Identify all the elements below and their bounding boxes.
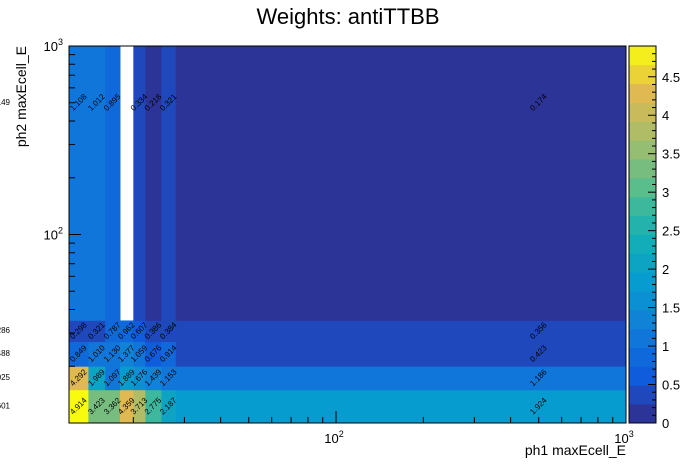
heatmap-cell bbox=[88, 389, 106, 424]
heatmap-cell bbox=[105, 366, 121, 391]
heatmap-cell bbox=[161, 341, 177, 367]
x-axis-label: ph1 maxEcell_E bbox=[525, 442, 626, 458]
colorbar-band bbox=[629, 64, 656, 85]
heatmap-cell bbox=[133, 320, 146, 343]
heatmap-cell bbox=[88, 366, 106, 391]
y-axis-label: ph2 maxEcell_E bbox=[13, 46, 29, 147]
colorbar-band bbox=[629, 347, 656, 367]
colorbar-tick-label: 3 bbox=[662, 185, 669, 200]
colorbar-band bbox=[629, 102, 656, 122]
heatmap-cell bbox=[145, 320, 162, 343]
heatmap-cell bbox=[175, 320, 627, 343]
heatmap-cell bbox=[161, 46, 177, 321]
heatmap-cell bbox=[88, 320, 106, 343]
x-tick-label: 102 bbox=[324, 429, 343, 446]
heatmap-cell bbox=[175, 366, 627, 391]
heatmap-cell bbox=[175, 341, 627, 367]
colorbar-tick-label: 2.5 bbox=[662, 224, 680, 239]
heatmap-cell bbox=[145, 341, 162, 367]
colorbar-band bbox=[629, 46, 656, 66]
heatmap-cell bbox=[105, 46, 121, 321]
chart-title: Weights: antiTTBB bbox=[257, 4, 440, 29]
heatmap-cell bbox=[133, 389, 146, 424]
colorbar-band bbox=[629, 196, 656, 217]
heatmap-cell bbox=[69, 320, 89, 343]
heatmap-cell bbox=[105, 389, 121, 424]
heatmap-cell bbox=[69, 389, 89, 424]
heatmap-cell bbox=[145, 389, 162, 424]
heatmap-cell bbox=[120, 341, 134, 367]
colorbar-band bbox=[629, 83, 656, 103]
heatmap-cell bbox=[88, 341, 106, 367]
colorbar-band bbox=[629, 366, 656, 386]
heatmap-cell bbox=[175, 46, 627, 321]
colorbar-frame bbox=[628, 45, 657, 424]
colorbar-tick-label: 4.5 bbox=[662, 70, 680, 85]
colorbar-tick-label: 1 bbox=[662, 339, 669, 354]
colorbar-band bbox=[629, 291, 656, 311]
colorbar-band bbox=[629, 404, 656, 424]
heatmap-cell bbox=[120, 389, 134, 424]
heatmap-cell bbox=[145, 366, 162, 391]
colorbar-tick-label: 1.5 bbox=[662, 301, 680, 316]
colorbar-band bbox=[629, 121, 656, 141]
colorbar: 0 0.5 1 1.5 2 2.5 3 3.5 4 4.5 bbox=[628, 45, 680, 431]
heatmap-cell bbox=[133, 46, 146, 321]
heatmap-cell bbox=[120, 366, 134, 391]
heatmap-cell bbox=[69, 46, 89, 321]
cell-value-label: 0.488 bbox=[0, 349, 11, 358]
colorbar-tick-label: 4 bbox=[662, 108, 669, 123]
colorbar-tick-label: 0.5 bbox=[662, 378, 680, 393]
axes: 102 103 102 103 bbox=[44, 37, 634, 446]
cell-value-label: 0.286 bbox=[0, 326, 11, 335]
heatmap-cell bbox=[161, 366, 177, 391]
colorbar-band bbox=[629, 309, 656, 330]
y-tick-label: 102 bbox=[44, 226, 63, 243]
cell-value-label: 0.149 bbox=[0, 98, 11, 107]
cell-value-label: 1.025 bbox=[0, 373, 11, 382]
colorbar-tick-label: 3.5 bbox=[662, 147, 680, 162]
heatmap-cell bbox=[145, 46, 162, 321]
heatmap-cell bbox=[105, 341, 121, 367]
colorbar-band bbox=[629, 215, 656, 235]
colorbar-band bbox=[629, 234, 656, 254]
y-tick-label: 103 bbox=[44, 37, 63, 54]
colorbar-band bbox=[629, 177, 656, 198]
cell-value-label: 1.601 bbox=[0, 402, 11, 411]
heatmap-cell bbox=[105, 320, 121, 343]
colorbar-band bbox=[629, 385, 656, 405]
heatmap-cell bbox=[69, 366, 89, 391]
colorbar-band bbox=[629, 272, 656, 292]
x-tick-label: 103 bbox=[614, 429, 633, 446]
colorbar-band bbox=[629, 159, 656, 179]
colorbar-tick-label: 2 bbox=[662, 262, 669, 277]
heatmap-cell bbox=[161, 320, 177, 343]
heatmap-cell bbox=[88, 46, 106, 321]
colorbar-tick-label: 0 bbox=[662, 416, 669, 431]
colorbar-band bbox=[629, 140, 656, 160]
heatmap-cells bbox=[69, 46, 627, 424]
heatmap-cell bbox=[120, 320, 134, 343]
heatmap-cell bbox=[161, 389, 177, 424]
heatmap-cell bbox=[133, 341, 146, 367]
heatmap-cell bbox=[175, 389, 627, 424]
heatmap-cell bbox=[133, 366, 146, 391]
heatmap-cell bbox=[69, 341, 89, 367]
colorbar-band bbox=[629, 253, 656, 273]
colorbar-band bbox=[629, 328, 656, 348]
